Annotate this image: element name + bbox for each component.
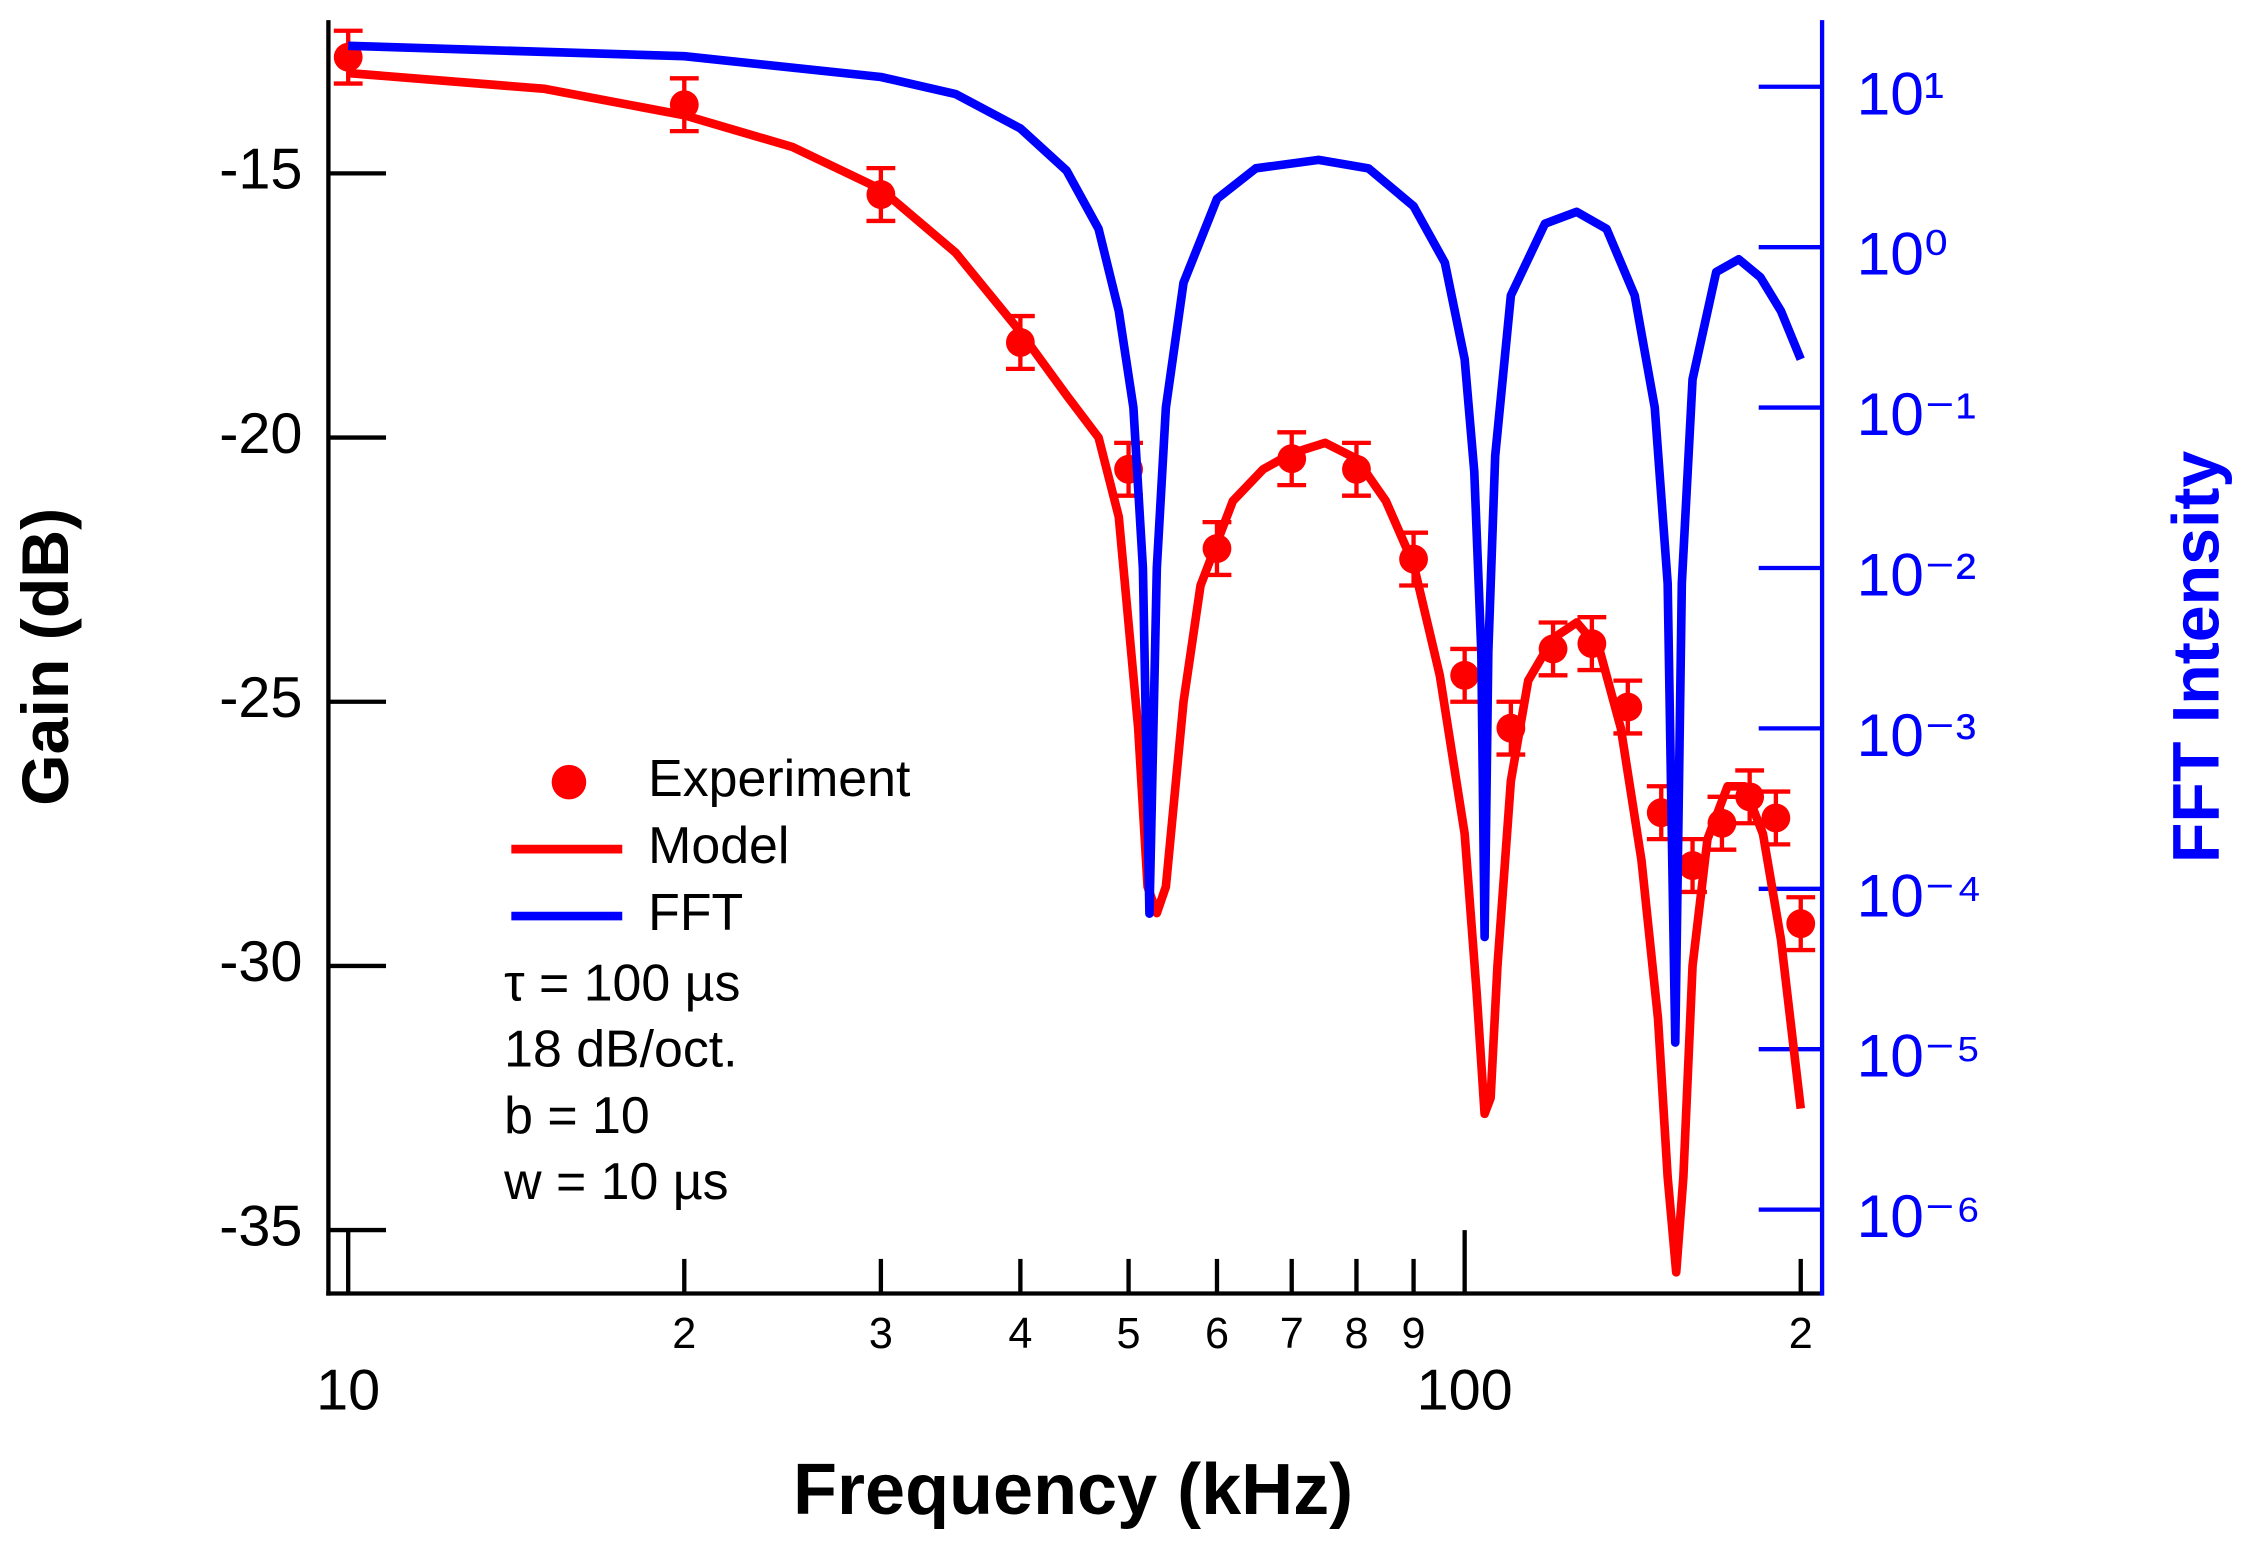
y2-tick-label: 10⁰ [1857,220,1949,288]
y2-axis-title: FFT Intensity [2159,451,2233,863]
x-tick-label: 10 [316,1359,380,1423]
y-axis-title: Gain (dB) [9,508,83,806]
annotation: τ = 100 µs [504,953,740,1011]
data-point [1761,803,1791,833]
y2-tick-label: 10⁻⁴ [1857,861,1982,929]
x-tick-label: 7 [1280,1310,1304,1358]
annotation: w = 10 µs [503,1152,728,1210]
data-point [1450,660,1480,690]
data-point [1786,909,1816,939]
x-tick-label: 4 [1008,1310,1032,1358]
x-tick-label: 2 [1789,1310,1813,1358]
legend-marker [551,764,587,800]
x-tick-label: 6 [1205,1310,1229,1358]
legend-label: Model [648,816,789,874]
x-tick-label: 5 [1117,1310,1141,1358]
annotation: 18 dB/oct. [504,1020,737,1078]
x-tick-label: 100 [1417,1359,1513,1423]
y-tick-label: -20 [219,402,302,466]
legend-label: Experiment [648,749,911,807]
y-tick-label: -35 [219,1194,302,1258]
line-fft [348,41,1805,1047]
y2-tick-label: 10¹ [1857,59,1944,127]
legend-label: FFT [648,883,743,941]
x-tick-label: 2 [672,1310,696,1358]
y2-tick-label: 10⁻² [1857,540,1976,608]
y2-tick-label: 10⁻¹ [1857,380,1976,448]
y-tick-label: -25 [219,666,302,730]
y2-tick-label: 10⁻⁶ [1857,1182,1981,1250]
x-axis-title: Frequency (kHz) [793,1450,1353,1530]
x-tick-label: 3 [869,1310,893,1358]
y-tick-label: -30 [219,930,302,994]
x-tick-label: 9 [1402,1310,1426,1358]
y2-tick-label: 10⁻⁵ [1857,1022,1981,1090]
annotation: b = 10 [504,1086,650,1144]
x-tick-label: 8 [1344,1310,1368,1358]
y2-tick-label: 10⁻³ [1857,701,1976,769]
y-tick-label: -15 [219,138,302,202]
line-model [347,68,1806,1277]
